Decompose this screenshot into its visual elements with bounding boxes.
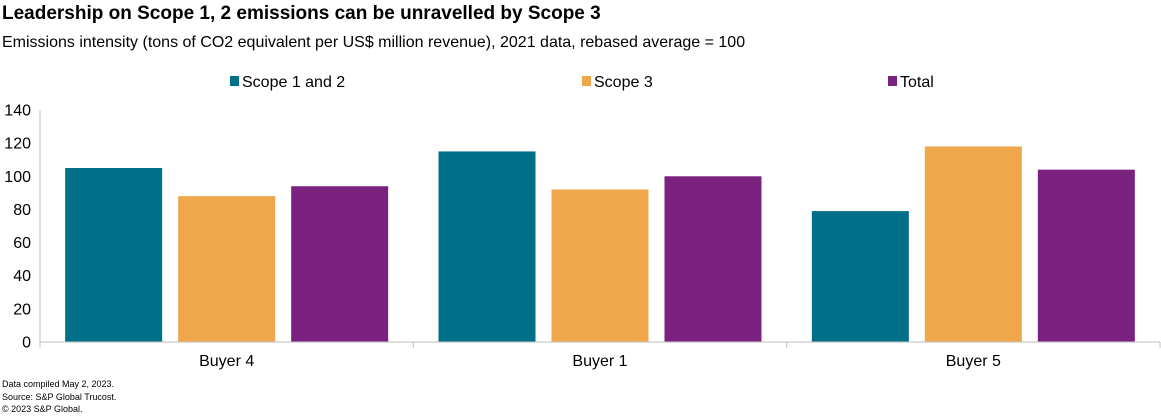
legend-label: Scope 1 and 2	[242, 74, 345, 91]
bar-scope-1-and-2-buyer-4	[65, 168, 163, 342]
chart-subtitle: Emissions intensity (tons of CO2 equival…	[2, 34, 746, 51]
chart-title: Leadership on Scope 1, 2 emissions can b…	[2, 3, 601, 24]
y-tick-label: 80	[13, 202, 31, 219]
legend-label: Scope 3	[594, 74, 653, 91]
y-tick-label: 40	[13, 268, 31, 285]
x-category-label: Buyer 4	[199, 353, 254, 370]
bar-scope-1-and-2-buyer-1	[438, 151, 536, 342]
legend-swatch	[582, 76, 591, 86]
footer-copyright: © 2023 S&P Global.	[2, 404, 83, 414]
bar-scope-3-buyer-5	[924, 146, 1022, 342]
y-tick-label: 100	[4, 169, 31, 186]
y-tick-label: 20	[13, 301, 31, 318]
y-tick-label: 60	[13, 235, 31, 252]
bar-scope-3-buyer-1	[551, 189, 649, 342]
chart-footer: Data compiled May 2, 2023. Source: S&P G…	[2, 378, 116, 416]
bar-total-buyer-5	[1037, 169, 1135, 342]
x-category-label: Buyer 1	[572, 353, 627, 370]
footer-data-compiled: Data compiled May 2, 2023.	[2, 379, 115, 389]
x-category-label: Buyer 5	[946, 353, 1001, 370]
bar-scope-3-buyer-4	[178, 196, 276, 342]
y-tick-label: 140	[4, 103, 31, 120]
legend-swatch	[888, 76, 897, 86]
y-tick-label: 120	[4, 136, 31, 153]
bar-total-buyer-4	[291, 186, 389, 342]
bar-chart: 0 20 40 60 80 100 120 140 Buyer 4 Buyer 1 Buyer 5 S…	[4, 74, 1161, 370]
legend-label: Total	[900, 74, 934, 91]
bar-total-buyer-1	[664, 176, 762, 342]
legend-swatch	[230, 76, 239, 86]
bar-scope-1-and-2-buyer-5	[811, 211, 909, 342]
footer-source: Source: S&P Global Trucost.	[2, 391, 117, 402]
y-tick-label: 0	[22, 335, 31, 352]
